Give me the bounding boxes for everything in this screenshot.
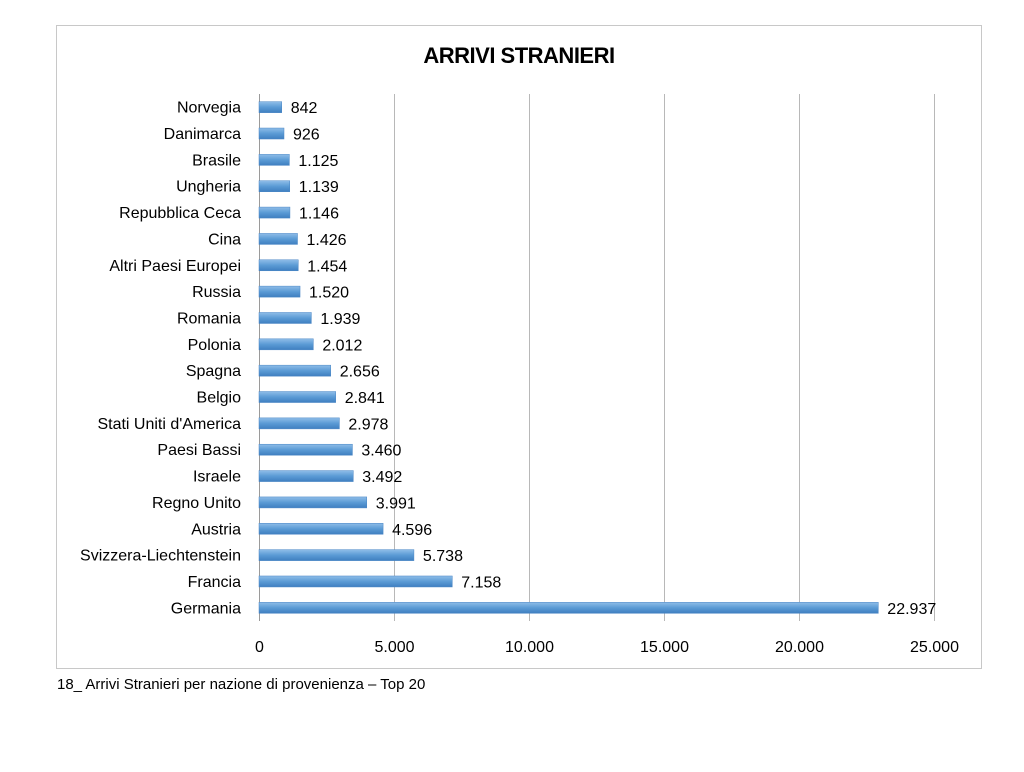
bar bbox=[258, 443, 353, 456]
x-tick-label: 0 bbox=[255, 639, 264, 656]
chart-frame bbox=[56, 25, 982, 669]
category-label: Paesi Bassi bbox=[157, 442, 241, 459]
bar bbox=[258, 417, 340, 430]
category-label: Romania bbox=[177, 310, 241, 327]
category-label: Belgio bbox=[197, 390, 242, 407]
value-label: 2.841 bbox=[345, 390, 385, 407]
bar bbox=[258, 206, 291, 219]
value-label: 4.596 bbox=[392, 522, 432, 539]
bar bbox=[258, 549, 415, 561]
category-label: Altri Paesi Europei bbox=[109, 258, 241, 275]
bar bbox=[258, 259, 299, 272]
bar bbox=[258, 285, 301, 298]
category-label: Russia bbox=[192, 284, 241, 301]
bar bbox=[258, 233, 298, 245]
bar bbox=[258, 575, 453, 588]
category-label: Austria bbox=[191, 521, 241, 538]
category-label: Svizzera-Liechtenstein bbox=[80, 548, 241, 565]
bar bbox=[258, 338, 314, 351]
value-label: 3.460 bbox=[361, 443, 401, 460]
grid-lines bbox=[259, 94, 935, 621]
bar bbox=[258, 101, 282, 113]
category-label: Cina bbox=[208, 231, 241, 248]
category-labels: Norvegia Danimarca Brasile Ungheria Repubbli… bbox=[80, 100, 241, 618]
bar bbox=[258, 180, 291, 192]
category-label: Israele bbox=[193, 469, 241, 486]
value-label: 3.991 bbox=[376, 495, 416, 512]
bar bbox=[258, 364, 331, 377]
value-label: 2.656 bbox=[340, 364, 380, 381]
category-label: Norvegia bbox=[177, 100, 241, 117]
x-tick-label: 15.000 bbox=[640, 639, 689, 656]
category-label: Polonia bbox=[188, 337, 241, 354]
bar bbox=[258, 470, 354, 482]
value-label: 1.939 bbox=[320, 311, 360, 328]
bars bbox=[258, 101, 879, 614]
x-tick-label: 10.000 bbox=[505, 639, 554, 656]
x-tick-label: 20.000 bbox=[775, 639, 824, 656]
value-label: 842 bbox=[291, 100, 318, 117]
value-label: 5.738 bbox=[423, 548, 463, 565]
bar bbox=[258, 127, 285, 140]
category-label: Francia bbox=[188, 574, 241, 591]
bar bbox=[258, 496, 368, 509]
x-tick-label: 25.000 bbox=[910, 639, 959, 656]
chart-title: ARRIVI STRANIERI bbox=[423, 43, 615, 68]
bar bbox=[258, 602, 879, 614]
value-label: 7.158 bbox=[461, 574, 501, 591]
category-label: Stati Uniti d'America bbox=[97, 416, 241, 433]
category-label: Brasile bbox=[192, 152, 241, 169]
category-label: Germania bbox=[171, 600, 241, 617]
value-label: 3.492 bbox=[362, 469, 402, 486]
bar bbox=[258, 154, 290, 166]
bar bbox=[258, 312, 312, 324]
value-label: 22.937 bbox=[887, 601, 936, 618]
bar bbox=[258, 391, 336, 403]
value-labels: 842 926 1.125 1.139 1.146 1.426 1.454 1.520 1.93… bbox=[291, 100, 937, 618]
value-label: 1.125 bbox=[298, 153, 338, 170]
category-label: Spagna bbox=[186, 363, 241, 380]
value-label: 1.139 bbox=[299, 179, 339, 196]
category-label: Repubblica Ceca bbox=[119, 205, 241, 222]
category-label: Danimarca bbox=[164, 126, 241, 143]
value-label: 2.012 bbox=[322, 337, 362, 354]
value-label: 1.520 bbox=[309, 285, 349, 302]
category-label: Regno Unito bbox=[152, 495, 241, 512]
category-label: Ungheria bbox=[176, 179, 241, 196]
figure-caption: 18_ Arrivi Stranieri per nazione di prov… bbox=[57, 676, 426, 693]
value-label: 1.426 bbox=[307, 232, 347, 249]
value-label: 1.146 bbox=[299, 206, 339, 223]
value-label: 2.978 bbox=[348, 416, 388, 433]
value-label: 1.454 bbox=[307, 258, 347, 275]
x-tick-label: 5.000 bbox=[374, 639, 414, 656]
bar bbox=[258, 523, 384, 535]
value-label: 926 bbox=[293, 127, 320, 144]
x-tick-labels: 0 5.000 10.000 15.000 20.000 25.000 bbox=[255, 639, 959, 656]
